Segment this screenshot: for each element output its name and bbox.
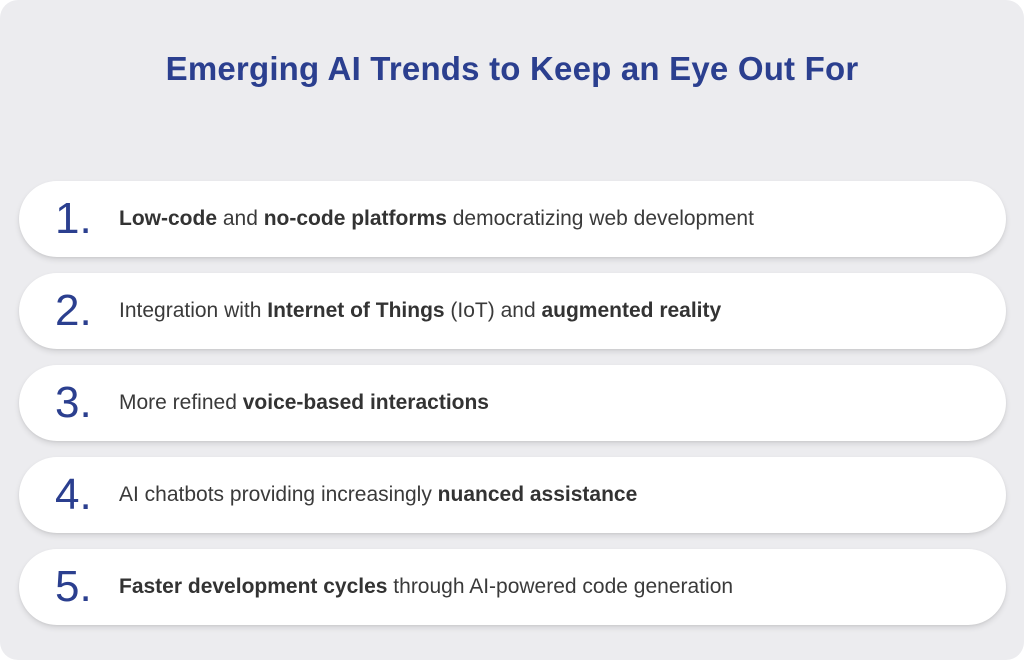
list-item: 5. Faster development cycles through AI-… [19,549,1006,625]
text-segment: democratizing web development [446,207,754,230]
item-number: 4. [55,470,92,519]
item-text: Low-code and no-code platforms democrati… [119,207,754,231]
item-text: Integration with Internet of Things (IoT… [119,299,721,323]
text-segment: Low-code [119,207,217,230]
text-segment: Faster development cycles [119,575,388,598]
text-segment: and [217,207,264,230]
text-segment: AI chatbots providing increasingly [119,483,438,506]
list-item: 2. Integration with Internet of Things (… [19,273,1006,349]
text-segment: Integration with [119,299,268,322]
text-segment: through AI-powered code generation [387,575,734,598]
text-segment: voice-based interactions [242,391,489,414]
text-segment: no-code platforms [263,207,447,230]
item-text: More refined voice-based interactions [119,391,489,415]
page-title: Emerging AI Trends to Keep an Eye Out Fo… [165,50,859,87]
list-item: 1. Low-code and no-code platforms democr… [19,181,1006,257]
item-number: 5. [55,562,92,611]
text-segment: augmented reality [541,299,722,322]
text-segment: nuanced assistance [437,483,638,506]
item-text: Faster development cycles through AI-pow… [119,575,733,599]
trend-list: 1. Low-code and no-code platforms democr… [19,181,1006,641]
list-item: 4. AI chatbots providing increasingly nu… [19,457,1006,533]
text-segment: (IoT) and [444,299,542,322]
text-segment: Internet of Things [267,299,445,322]
item-number: 1. [55,194,92,243]
item-number: 3. [55,378,92,427]
text-segment: More refined [119,391,243,414]
item-number: 2. [55,286,92,335]
item-text: AI chatbots providing increasingly nuanc… [119,483,637,507]
list-item: 3. More refined voice-based interactions [19,365,1006,441]
